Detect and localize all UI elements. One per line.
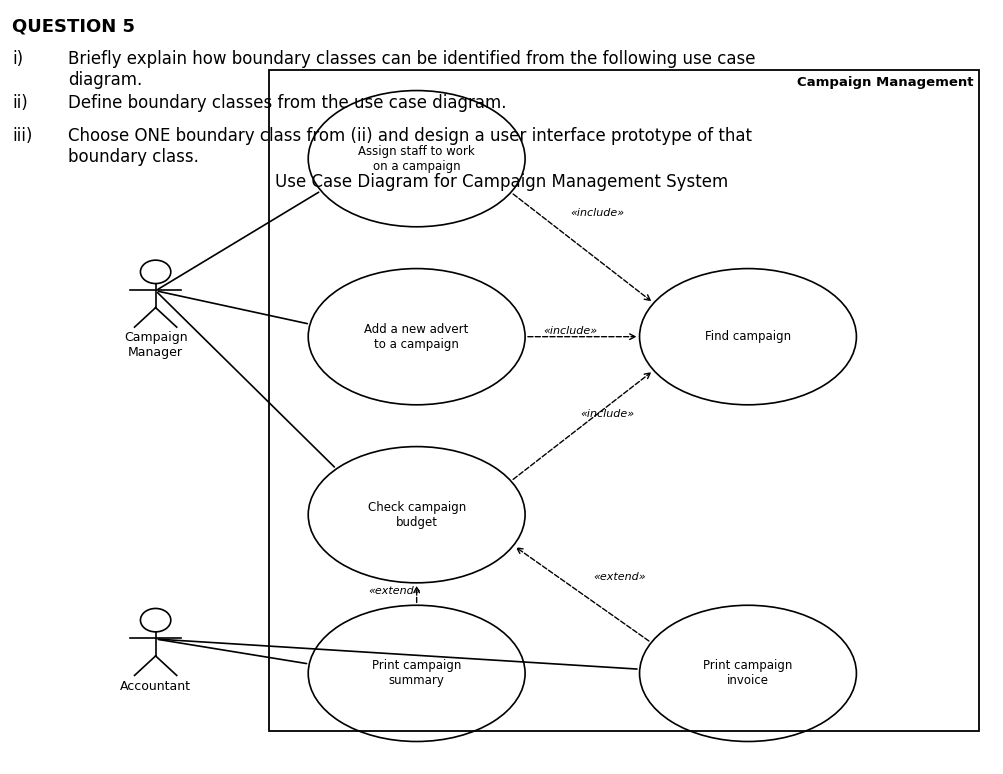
Text: Print campaign
invoice: Print campaign invoice (702, 659, 792, 687)
Text: Assign staff to work
on a campaign: Assign staff to work on a campaign (358, 145, 474, 173)
Text: ii): ii) (12, 94, 28, 112)
Text: «include»: «include» (543, 327, 597, 336)
Text: Accountant: Accountant (120, 680, 191, 693)
Text: Add a new advert
to a campaign: Add a new advert to a campaign (364, 323, 468, 351)
Text: i): i) (12, 50, 23, 68)
Text: QUESTION 5: QUESTION 5 (12, 17, 135, 35)
Text: boundary class.: boundary class. (68, 148, 199, 166)
Text: Campaign Management: Campaign Management (796, 76, 973, 89)
Text: Print campaign
summary: Print campaign summary (371, 659, 461, 687)
Text: Check campaign
budget: Check campaign budget (367, 501, 465, 529)
Text: «include»: «include» (570, 208, 624, 217)
Text: «extend»: «extend» (593, 572, 645, 581)
Text: diagram.: diagram. (68, 71, 142, 89)
Text: Use Case Diagram for Campaign Management System: Use Case Diagram for Campaign Management… (275, 173, 728, 190)
Text: Choose ONE boundary class from (ii) and design a user interface prototype of tha: Choose ONE boundary class from (ii) and … (68, 127, 751, 145)
Text: iii): iii) (12, 127, 32, 145)
Text: Find campaign: Find campaign (704, 330, 790, 343)
Text: «include»: «include» (580, 409, 634, 419)
Text: Define boundary classes from the use case diagram.: Define boundary classes from the use cas… (68, 94, 507, 112)
Text: «extend»: «extend» (368, 586, 420, 595)
Text: Campaign
Manager: Campaign Manager (123, 331, 188, 359)
Text: Briefly explain how boundary classes can be identified from the following use ca: Briefly explain how boundary classes can… (68, 50, 755, 68)
Bar (269, 70, 978, 731)
